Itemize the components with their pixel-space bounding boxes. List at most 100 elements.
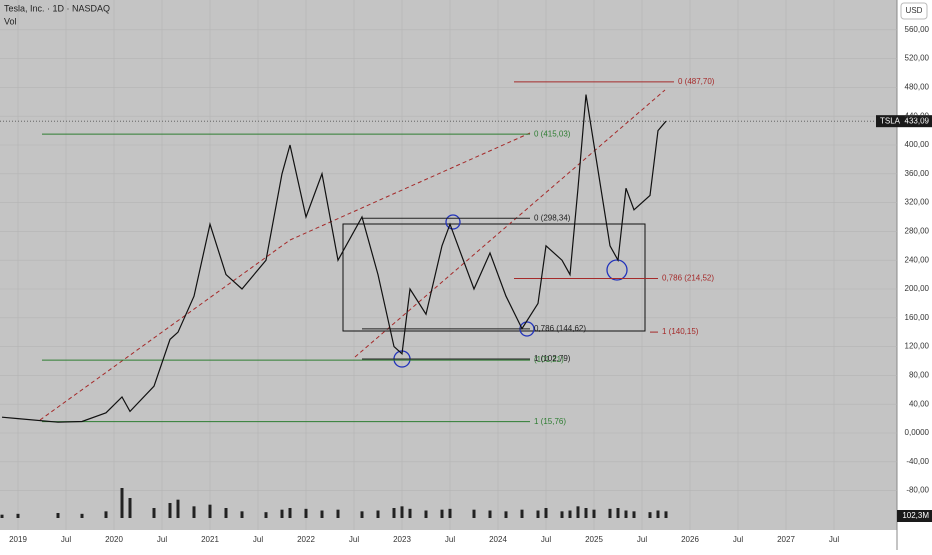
- volume-bar: [320, 510, 324, 518]
- volume-bar: [224, 508, 228, 518]
- fib-label: 0 (415,03): [534, 129, 571, 138]
- volume-bar: [608, 508, 612, 518]
- volume-bar: [120, 488, 124, 518]
- highlight-circle: [445, 214, 461, 230]
- x-tick-label: Jul: [157, 535, 167, 544]
- volume-bar: [208, 504, 212, 518]
- y-tick-label: 80,00: [909, 371, 930, 380]
- fib-label: 0 (298,34): [534, 213, 571, 222]
- price-axis: [897, 0, 932, 550]
- volume-bar: [304, 508, 308, 518]
- volume-tag-value: 102,3M: [902, 511, 929, 520]
- x-tick-label: 2024: [489, 535, 507, 544]
- fib-label: (101,21): [534, 355, 564, 364]
- x-tick-label: Jul: [253, 535, 263, 544]
- x-tick-label: Jul: [541, 535, 551, 544]
- y-tick-label: 0,0000: [905, 428, 930, 437]
- volume-bar: [336, 509, 340, 518]
- fib-label: 1 (140,15): [662, 327, 699, 336]
- volume-bar: [360, 511, 364, 518]
- volume-bar: [624, 510, 628, 518]
- volume-bar: [104, 511, 108, 518]
- x-tick-label: Jul: [733, 535, 743, 544]
- x-tick-label: Jul: [61, 535, 71, 544]
- volume-bar: [440, 509, 444, 518]
- fib-label: 1 (15,76): [534, 417, 566, 426]
- volume-bar: [56, 513, 60, 518]
- y-tick-label: 480,00: [905, 83, 930, 92]
- currency-label[interactable]: USD: [906, 6, 923, 15]
- x-tick-label: Jul: [829, 535, 839, 544]
- fib-label: 0 (487,70): [678, 77, 715, 86]
- volume-bar: [568, 510, 572, 518]
- volume-bar: [288, 508, 292, 518]
- volume: [0, 488, 668, 518]
- volume-bar: [128, 498, 132, 518]
- volume-bar: [424, 510, 428, 518]
- trend-line: [289, 132, 531, 241]
- annotations: 0 (415,03) 1 (15,76) (101,21)1 (102,79) 0 (…: [42, 77, 715, 426]
- volume-label: Vol: [4, 16, 17, 26]
- y-tick-label: -40,00: [906, 457, 929, 466]
- volume-bar: [280, 509, 284, 518]
- volume-bar: [264, 512, 268, 518]
- volume-bar: [80, 513, 84, 518]
- volume-bar: [472, 509, 476, 518]
- x-tick-label: Jul: [637, 535, 647, 544]
- x-tick-label: 2020: [105, 535, 123, 544]
- volume-bar: [584, 508, 588, 518]
- x-tick-label: Jul: [445, 535, 455, 544]
- x-tick-label: 2026: [681, 535, 699, 544]
- volume-bar: [576, 506, 580, 518]
- volume-bar: [192, 506, 196, 518]
- y-tick-label: 200,00: [905, 284, 930, 293]
- volume-bar: [0, 514, 4, 518]
- x-tick-label: Jul: [349, 535, 359, 544]
- currency-button[interactable]: [900, 2, 928, 20]
- volume-bar: [376, 510, 380, 518]
- volume-bar: [632, 511, 636, 518]
- volume-bar: [168, 503, 172, 518]
- price-tag-value: 433,09: [905, 116, 930, 125]
- y-tick-label: 440,00: [905, 111, 930, 120]
- volume-bar: [488, 510, 492, 518]
- volume-bar: [656, 510, 660, 518]
- volume-bar: [176, 499, 180, 518]
- volume-bar: [504, 511, 508, 518]
- x-tick-label: 2027: [777, 535, 795, 544]
- x-tick-label: 2019: [9, 535, 27, 544]
- trend-line: [354, 89, 666, 358]
- volume-tag: [897, 510, 932, 522]
- volume-bar: [16, 513, 20, 518]
- fib-label: 0,786 (144,62): [534, 324, 586, 333]
- volume-bar: [536, 510, 540, 518]
- price-series: [1, 94, 667, 423]
- chart-title: Tesla, Inc. · 1D · NASDAQ: [4, 3, 110, 13]
- volume-bar: [560, 511, 564, 518]
- y-tick-label: 320,00: [905, 198, 930, 207]
- volume-bar: [592, 509, 596, 518]
- y-tick-label: 360,00: [905, 169, 930, 178]
- volume-bar: [664, 511, 668, 518]
- y-tick-label: 560,00: [905, 25, 930, 34]
- fib-label: 1 (102,79): [534, 354, 571, 363]
- x-tick-label: 2021: [201, 535, 219, 544]
- y-tick-label: 40,00: [909, 399, 930, 408]
- volume-bar: [616, 508, 620, 518]
- x-tick-label: 2022: [297, 535, 315, 544]
- volume-bar: [408, 508, 412, 518]
- grid: [0, 0, 897, 530]
- volume-bar: [544, 508, 548, 518]
- volume-bar: [448, 508, 452, 518]
- volume-bar: [520, 509, 524, 518]
- volume-bar: [648, 512, 652, 518]
- y-tick-label: 280,00: [905, 227, 930, 236]
- x-tick-label: 2023: [393, 535, 411, 544]
- x-tick-label: 2025: [585, 535, 603, 544]
- highlight-circle: [606, 259, 628, 281]
- y-tick-label: 120,00: [905, 342, 930, 351]
- trend-line: [39, 239, 291, 421]
- fib-label: 0,786 (214,52): [662, 274, 714, 283]
- range-box: [342, 223, 646, 332]
